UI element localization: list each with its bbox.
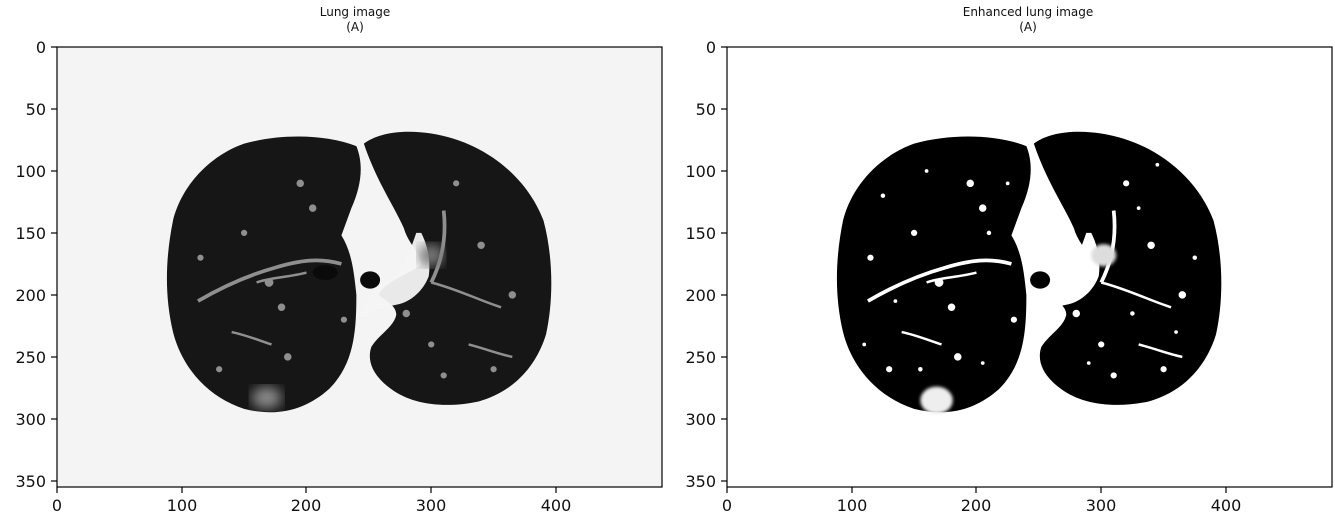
nodule: [920, 386, 953, 414]
y-tick-labels: 0 50 100 150 200 250 300 350: [15, 38, 46, 491]
x-tick-label: 0: [52, 496, 62, 515]
y-tick-label: 0: [36, 38, 46, 57]
y-tick-label: 50: [26, 100, 46, 119]
x-tick-label: 300: [1086, 496, 1117, 515]
axes-frame: [726, 46, 1333, 488]
enhanced-lung-ct-image: [727, 47, 1332, 487]
y-tick-labels: 0 50 100 150 200 250 300 350: [685, 38, 716, 491]
x-tick-labels: 0 100 200 300 400: [52, 496, 571, 515]
y-tick-label: 50: [696, 100, 716, 119]
y-tick-label: 150: [685, 224, 716, 243]
tick-marks: [51, 46, 557, 493]
tick-marks: [721, 46, 1227, 493]
y-tick-label: 350: [685, 472, 716, 491]
x-tick-label: 100: [167, 496, 198, 515]
panel-title: Lung image: [320, 5, 391, 19]
y-tick-label: 300: [15, 410, 46, 429]
lung-ct-image: [57, 47, 662, 487]
panel-subtitle: (A): [346, 20, 364, 34]
nodule: [251, 386, 282, 409]
x-tick-label: 400: [1211, 496, 1242, 515]
panel-title: Enhanced lung image: [963, 5, 1094, 19]
x-tick-label: 300: [416, 496, 447, 515]
panel-subtitle: (A): [1019, 20, 1037, 34]
panel-enhanced: Enhanced lung image (A): [685, 5, 1333, 515]
x-tick-label: 400: [541, 496, 572, 515]
y-tick-label: 200: [15, 286, 46, 305]
y-tick-label: 200: [685, 286, 716, 305]
y-tick-label: 300: [685, 410, 716, 429]
y-tick-label: 250: [685, 348, 716, 367]
y-tick-label: 150: [15, 224, 46, 243]
y-tick-label: 100: [685, 162, 716, 181]
x-tick-label: 200: [291, 496, 322, 515]
y-tick-label: 250: [15, 348, 46, 367]
x-tick-labels: 0 100 200 300 400: [722, 496, 1241, 515]
y-tick-label: 100: [15, 162, 46, 181]
x-tick-label: 100: [837, 496, 868, 515]
y-tick-label: 350: [15, 472, 46, 491]
panel-original: Lung image (A): [15, 5, 663, 515]
x-tick-label: 200: [961, 496, 992, 515]
axes-frame: [56, 46, 663, 488]
y-tick-label: 0: [706, 38, 716, 57]
x-tick-label: 0: [722, 496, 732, 515]
